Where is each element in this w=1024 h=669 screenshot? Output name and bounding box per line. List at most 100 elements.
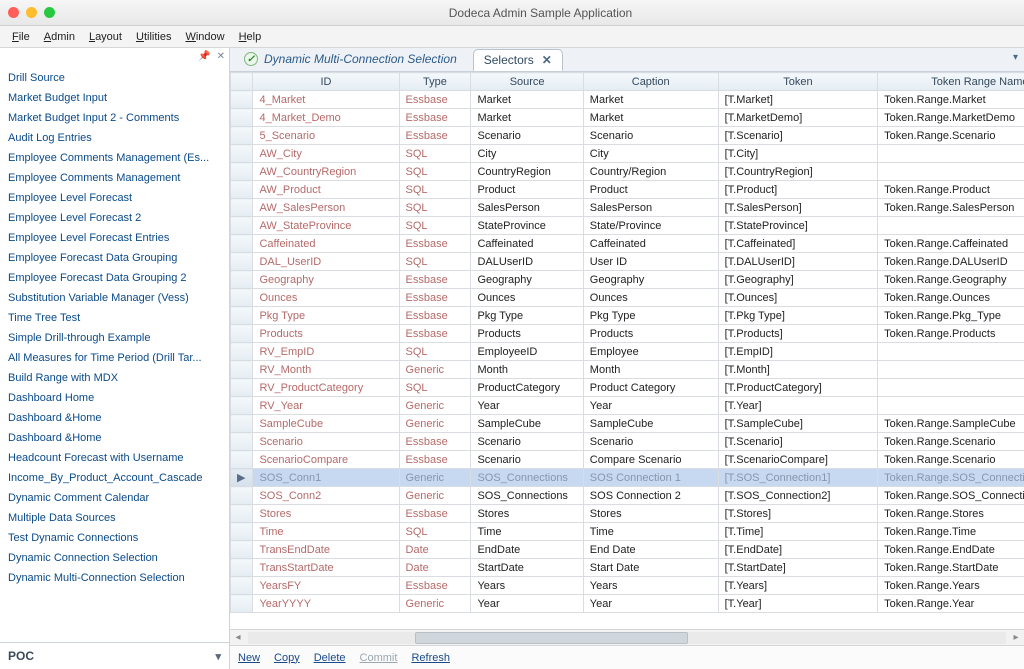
grid-cell[interactable]: Token.Range.Scenario — [878, 433, 1024, 451]
table-row[interactable]: AW_SalesPersonSQLSalesPersonSalesPerson[… — [231, 199, 1024, 217]
table-row[interactable]: TransStartDateDateStartDateStart Date[T.… — [231, 559, 1024, 577]
grid-cell[interactable]: Products — [253, 325, 399, 343]
grid-cell[interactable]: Years — [583, 577, 718, 595]
grid-cell[interactable]: Date — [399, 559, 471, 577]
table-row[interactable]: ProductsEssbaseProductsProducts[T.Produc… — [231, 325, 1024, 343]
grid-cell[interactable]: Essbase — [399, 235, 471, 253]
grid-cell[interactable]: Token.Range.Caffeinated — [878, 235, 1024, 253]
grid-cell[interactable]: Token.Range.Stores — [878, 505, 1024, 523]
grid-cell[interactable]: AW_Product — [253, 181, 399, 199]
grid-cell[interactable]: [T.Caffeinated] — [718, 235, 878, 253]
table-row[interactable]: SampleCubeGenericSampleCubeSampleCube[T.… — [231, 415, 1024, 433]
grid-cell[interactable]: Token.Range.SalesPerson — [878, 199, 1024, 217]
selectors-grid[interactable]: IDTypeSourceCaptionTokenToken Range Name… — [230, 72, 1024, 613]
grid-cell[interactable]: Geography — [253, 271, 399, 289]
grid-cell[interactable]: YearsFY — [253, 577, 399, 595]
grid-cell[interactable]: City — [583, 145, 718, 163]
grid-cell[interactable]: AW_StateProvince — [253, 217, 399, 235]
nav-item[interactable]: Dynamic Comment Calendar — [2, 488, 227, 508]
tab-overflow-icon[interactable]: ▾ — [1013, 52, 1018, 63]
grid-cell[interactable]: State/Province — [583, 217, 718, 235]
table-row[interactable]: OuncesEssbaseOuncesOunces[T.Ounces]Token… — [231, 289, 1024, 307]
grid-cell[interactable]: Token.Range.SOS_Connections — [878, 487, 1024, 505]
grid-cell[interactable]: Scenario — [253, 433, 399, 451]
grid-cell[interactable]: [T.City] — [718, 145, 878, 163]
pin-icon[interactable]: 📌 — [198, 51, 210, 62]
grid-cell[interactable]: Ounces — [471, 289, 583, 307]
grid-cell[interactable]: Caffeinated — [253, 235, 399, 253]
nav-item[interactable]: Time Tree Test — [2, 308, 227, 328]
grid-cell[interactable]: SQL — [399, 199, 471, 217]
grid-cell[interactable]: Generic — [399, 361, 471, 379]
grid-cell[interactable]: [T.Market] — [718, 91, 878, 109]
grid-cell[interactable]: [T.Products] — [718, 325, 878, 343]
grid-cell[interactable]: SOS_Connections — [471, 487, 583, 505]
grid-column-header[interactable]: Caption — [583, 73, 718, 91]
nav-item[interactable]: Drill Source — [2, 68, 227, 88]
grid-cell[interactable]: Start Date — [583, 559, 718, 577]
grid-cell[interactable]: Generic — [399, 595, 471, 613]
grid-cell[interactable]: Scenario — [583, 433, 718, 451]
grid-cell[interactable]: Time — [471, 523, 583, 541]
grid-cell[interactable]: AW_CountryRegion — [253, 163, 399, 181]
tab-selectors[interactable]: Selectors ✕ — [473, 49, 563, 71]
grid-cell[interactable]: Essbase — [399, 271, 471, 289]
grid-cell[interactable]: Year — [471, 397, 583, 415]
table-row[interactable]: AW_ProductSQLProductProduct[T.Product]To… — [231, 181, 1024, 199]
grid-cell[interactable]: Pkg Type — [253, 307, 399, 325]
nav-item[interactable]: Employee Comments Management (Es... — [2, 148, 227, 168]
grid-cell[interactable]: Compare Scenario — [583, 451, 718, 469]
nav-item[interactable]: Simple Drill-through Example — [2, 328, 227, 348]
grid-cell[interactable]: [T.Pkg Type] — [718, 307, 878, 325]
table-row[interactable]: StoresEssbaseStoresStores[T.Stores]Token… — [231, 505, 1024, 523]
nav-item[interactable]: Dashboard &Home — [2, 408, 227, 428]
scroll-track[interactable] — [248, 632, 1006, 644]
table-row[interactable]: RV_YearGenericYearYear[T.Year]RV_Year_Co… — [231, 397, 1024, 415]
grid-cell[interactable]: Essbase — [399, 289, 471, 307]
grid-cell[interactable]: [T.SampleCube] — [718, 415, 878, 433]
grid-column-header[interactable]: Token — [718, 73, 878, 91]
grid-cell[interactable]: Product — [583, 181, 718, 199]
nav-item[interactable]: Employee Level Forecast — [2, 188, 227, 208]
grid-cell[interactable]: Token.Range.SOS_Connections — [878, 469, 1024, 487]
grid-cell[interactable]: Month — [583, 361, 718, 379]
table-row[interactable]: RV_EmpIDSQLEmployeeIDEmployee[T.EmpID]RV… — [231, 343, 1024, 361]
grid-cell[interactable]: SQL — [399, 343, 471, 361]
nav-item[interactable]: Employee Forecast Data Grouping 2 — [2, 268, 227, 288]
grid-cell[interactable]: Token.Range.Time — [878, 523, 1024, 541]
grid-column-header[interactable]: ID — [253, 73, 399, 91]
grid-cell[interactable]: [T.Month] — [718, 361, 878, 379]
grid-cell[interactable]: TransStartDate — [253, 559, 399, 577]
grid-cell[interactable]: [T.Year] — [718, 397, 878, 415]
grid-cell[interactable]: [T.StateProvince] — [718, 217, 878, 235]
grid-cell[interactable]: Product — [471, 181, 583, 199]
grid-cell[interactable]: Essbase — [399, 109, 471, 127]
table-row[interactable]: TimeSQLTimeTime[T.Time]Token.Range.Time — [231, 523, 1024, 541]
table-row[interactable]: ScenarioCompareEssbaseScenarioCompare Sc… — [231, 451, 1024, 469]
grid-cell[interactable]: Scenario — [471, 127, 583, 145]
grid-cell[interactable]: [T.Year] — [718, 595, 878, 613]
grid-cell[interactable]: Stores — [253, 505, 399, 523]
nav-item[interactable]: Employee Comments Management — [2, 168, 227, 188]
table-row[interactable]: 4_MarketEssbaseMarketMarket[T.Market]Tok… — [231, 91, 1024, 109]
grid-cell[interactable]: Year — [583, 397, 718, 415]
grid-cell[interactable]: Time — [583, 523, 718, 541]
grid-cell[interactable]: SampleCube — [253, 415, 399, 433]
table-row[interactable]: AW_StateProvinceSQLStateProvinceState/Pr… — [231, 217, 1024, 235]
grid-cell[interactable]: SQL — [399, 379, 471, 397]
grid-cell[interactable] — [878, 145, 1024, 163]
grid-cell[interactable]: ProductCategory — [471, 379, 583, 397]
grid-cell[interactable]: 4_Market_Demo — [253, 109, 399, 127]
grid-cell[interactable]: SQL — [399, 217, 471, 235]
grid-cell[interactable] — [878, 343, 1024, 361]
nav-item[interactable]: Employee Level Forecast 2 — [2, 208, 227, 228]
grid-cell[interactable]: Token.Range.Products — [878, 325, 1024, 343]
grid-cell[interactable]: SOS Connection 1 — [583, 469, 718, 487]
grid-cell[interactable]: [T.EmpID] — [718, 343, 878, 361]
menu-file[interactable]: File — [6, 29, 36, 45]
menu-admin[interactable]: Admin — [38, 29, 81, 45]
grid-cell[interactable]: [T.ScenarioCompare] — [718, 451, 878, 469]
grid-cell[interactable]: Year — [583, 595, 718, 613]
grid-cell[interactable]: [T.EndDate] — [718, 541, 878, 559]
grid-cell[interactable]: EmployeeID — [471, 343, 583, 361]
